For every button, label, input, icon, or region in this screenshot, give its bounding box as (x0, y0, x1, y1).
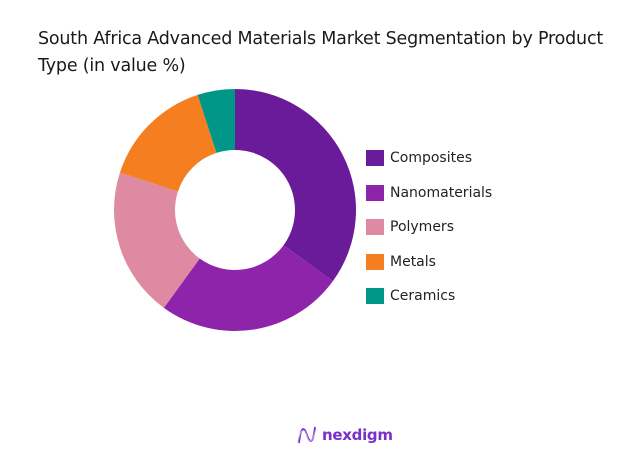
slice-nanomaterials (163, 245, 333, 331)
legend-item-polymers: Polymers (366, 210, 492, 245)
slice-polymers (113, 172, 200, 308)
legend-label: Composites (390, 150, 473, 167)
slice-composites (235, 89, 356, 282)
legend-swatch (366, 219, 384, 236)
legend-label: Nanomaterials (390, 184, 493, 201)
legend-item-composites: Composites (366, 141, 492, 176)
legend-item-nanomaterials: Nanomaterials (366, 176, 492, 211)
legend-swatch (366, 150, 384, 167)
legend-label: Polymers (390, 219, 454, 236)
slice-ceramics (197, 89, 235, 153)
legend-item-ceramics: Ceramics (366, 279, 492, 314)
legend-swatch (366, 253, 384, 270)
nexdigm-logo: nexdigm (296, 424, 393, 446)
legend-swatch (366, 184, 384, 201)
legend-item-metals: Metals (366, 245, 492, 280)
chart-title: South Africa Advanced Materials Market S… (38, 29, 604, 76)
legend: Composites Nanomaterials Polymers Metals… (366, 141, 492, 314)
logo-text: nexdigm (322, 426, 393, 444)
legend-swatch (366, 288, 384, 305)
legend-label: Metals (390, 253, 436, 270)
nexdigm-wave-icon (297, 426, 317, 444)
donut-slices (113, 89, 356, 331)
legend-label: Ceramics (390, 288, 456, 305)
slice-metals (119, 94, 217, 192)
